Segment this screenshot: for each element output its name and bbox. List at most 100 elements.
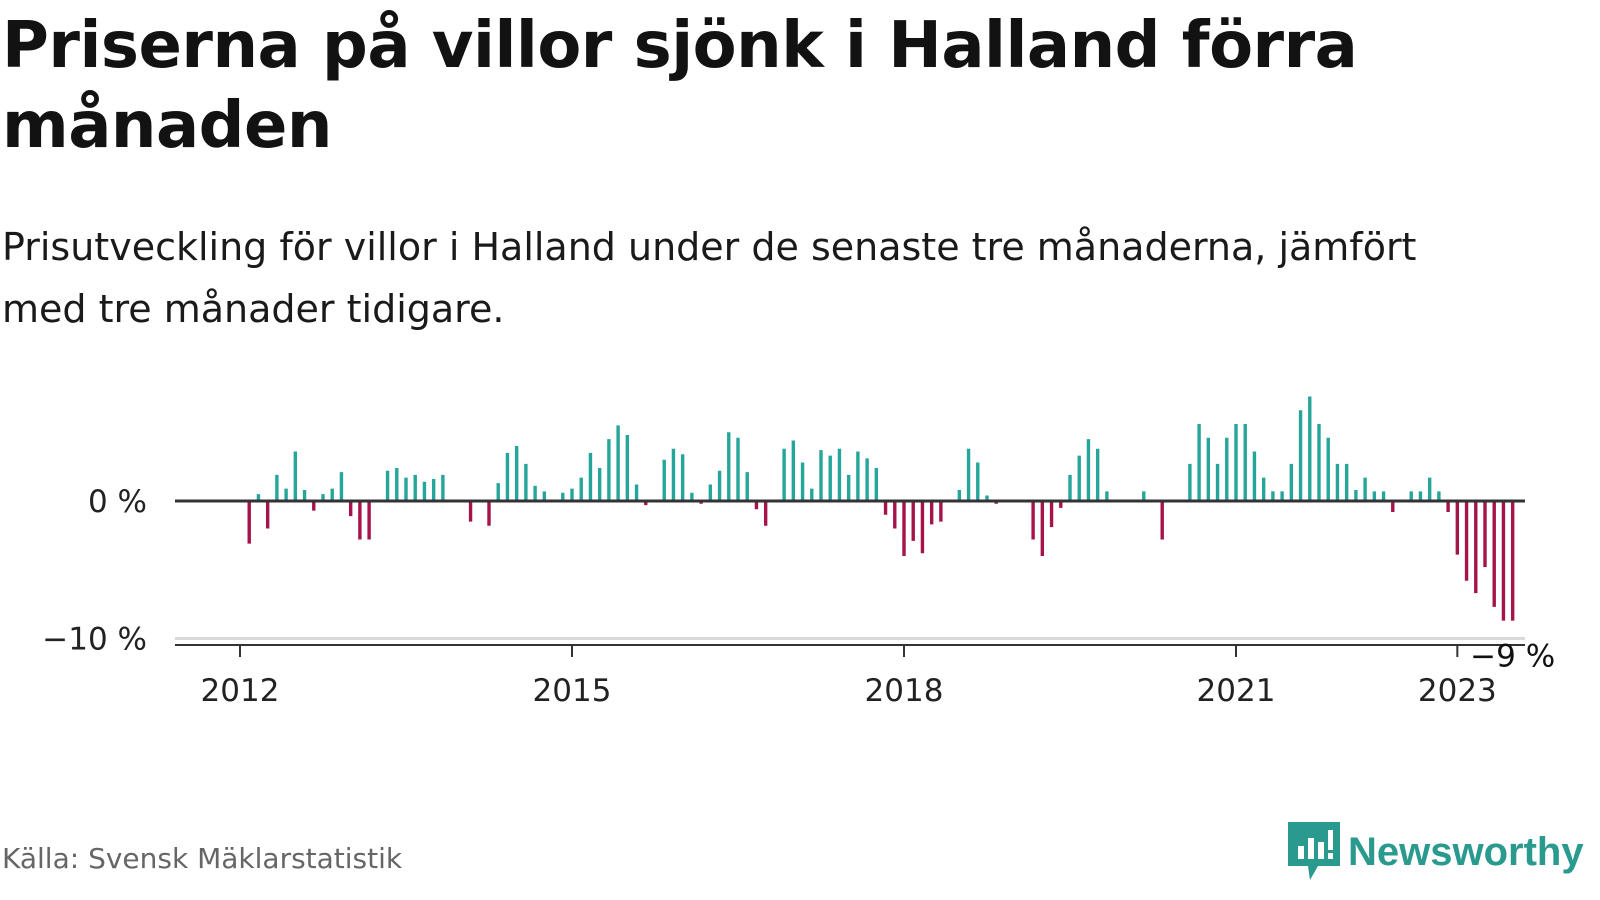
bar: [1437, 491, 1441, 502]
bar: [514, 446, 519, 501]
bar: [644, 501, 648, 506]
bar: [468, 501, 473, 522]
bar: [588, 452, 593, 502]
bar: [1215, 463, 1220, 502]
bar: [1344, 463, 1349, 502]
bar: [1252, 451, 1257, 501]
bar: [680, 454, 685, 501]
bar: [1068, 474, 1072, 502]
y-tick-label: −10 %: [42, 622, 147, 658]
bar: [1326, 437, 1330, 501]
bar: [247, 501, 251, 544]
bar: [625, 435, 630, 501]
bar: [976, 462, 980, 501]
bar: [745, 472, 749, 502]
bar: [404, 477, 408, 502]
last-value-label: −9 %: [1470, 639, 1555, 675]
bar: [1289, 463, 1294, 502]
bar: [1335, 463, 1340, 502]
bar: [754, 501, 759, 510]
bar: [985, 495, 989, 501]
bar: [828, 455, 832, 502]
bar: [616, 425, 620, 502]
y-tick-label: 0 %: [88, 484, 147, 520]
x-tick-label: 2018: [865, 673, 944, 709]
bar: [302, 490, 307, 501]
brand-logo: Newsworthy: [1288, 822, 1584, 882]
bar: [367, 501, 371, 540]
bar: [1197, 424, 1201, 501]
bar: [265, 501, 270, 529]
bar: [1040, 501, 1045, 556]
bar: [1105, 491, 1109, 502]
bar: [939, 501, 943, 522]
x-tick-label: 2012: [201, 673, 280, 709]
bar: [1031, 501, 1035, 540]
bar: [1464, 501, 1469, 581]
bar: [671, 448, 676, 501]
bar-chart: 2012 2015 2018 2021 2023 0 % −10 % −9 %: [42, 396, 1555, 709]
bar: [690, 492, 694, 501]
bar: [1298, 410, 1303, 501]
bar: [1381, 491, 1386, 502]
bar: [1188, 463, 1192, 502]
bar: [431, 479, 436, 501]
bar: [570, 488, 574, 502]
bar: [1483, 501, 1487, 567]
bar: [1391, 501, 1395, 512]
bar: [1261, 477, 1266, 502]
bar: [1059, 501, 1063, 508]
bar: [413, 474, 417, 502]
chart-title: Priserna på villor sjönk i Halland förra…: [2, 9, 1358, 163]
bar: [902, 501, 906, 556]
bar: [385, 470, 390, 501]
bar: [395, 468, 399, 501]
bar: [717, 470, 722, 501]
bar: [1363, 477, 1367, 502]
bar: [561, 492, 565, 501]
bar: [1455, 501, 1460, 555]
bar: [533, 485, 537, 502]
bar: [1049, 501, 1054, 528]
x-tick-label: 2015: [533, 673, 612, 709]
bar: [321, 494, 325, 502]
bar: [1225, 437, 1229, 501]
bar: [920, 501, 925, 554]
newsworthy-logo-icon: [1288, 822, 1340, 880]
bar: [708, 484, 713, 501]
bar: [966, 448, 971, 501]
bar: [1086, 439, 1091, 502]
bar: [1409, 491, 1413, 502]
bar: [810, 488, 814, 502]
bar: [312, 501, 316, 511]
bar: [874, 468, 879, 501]
bar: [293, 451, 298, 501]
bar: [865, 458, 869, 502]
x-tick-label: 2023: [1418, 673, 1497, 709]
bar: [330, 488, 334, 502]
bar: [422, 481, 427, 501]
bar: [846, 474, 851, 502]
bar: [800, 462, 805, 501]
bar: [1510, 501, 1515, 621]
bar: [487, 501, 491, 526]
bar: [1501, 501, 1506, 621]
bar: [542, 491, 547, 502]
bar: [505, 452, 510, 502]
bar: [837, 448, 842, 501]
bar: [1418, 491, 1423, 502]
bar: [1308, 396, 1312, 501]
bar: [597, 468, 602, 501]
bar: [1077, 455, 1081, 502]
brand-name: Newsworthy: [1348, 829, 1584, 874]
bar: [1446, 501, 1450, 512]
bar: [819, 450, 823, 502]
bar: [1372, 491, 1377, 502]
bar: [358, 501, 362, 540]
bar: [727, 432, 731, 501]
bar: [441, 474, 445, 502]
bar: [579, 477, 583, 502]
bar: [1206, 437, 1211, 501]
bar: [782, 448, 786, 501]
bar: [929, 501, 934, 525]
